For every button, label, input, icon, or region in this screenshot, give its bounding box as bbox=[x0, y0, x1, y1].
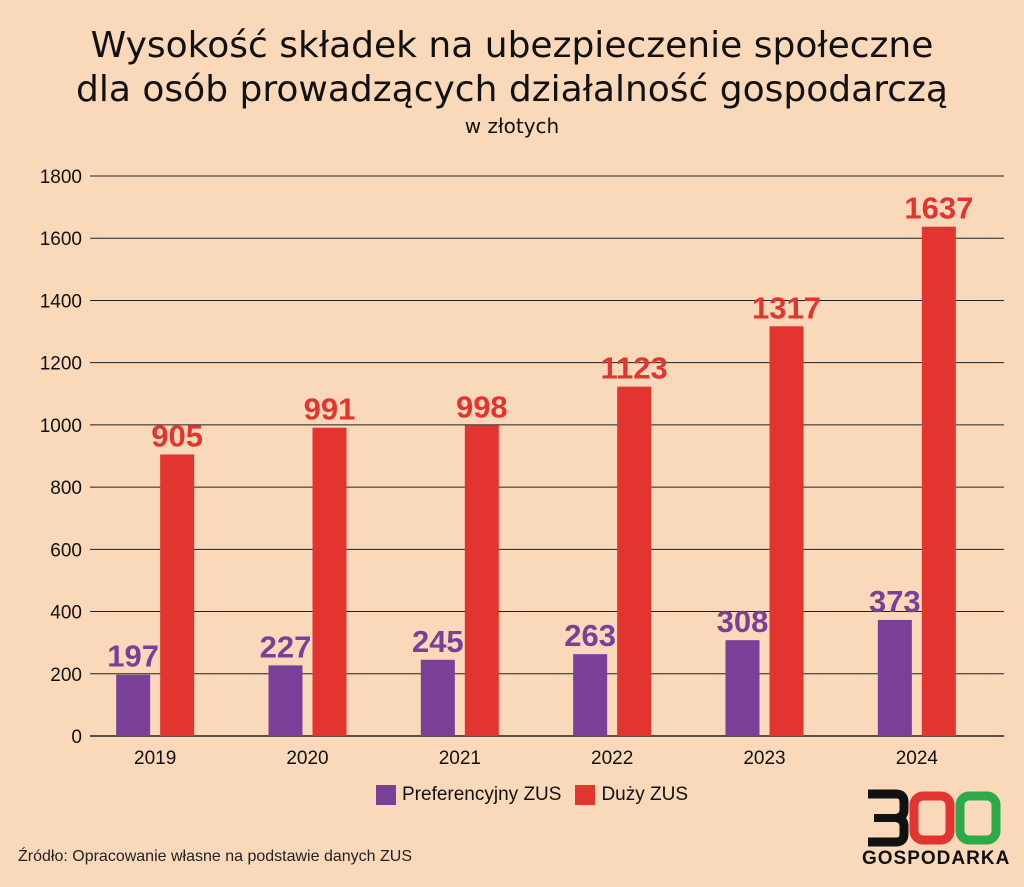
x-tick-label-2023: 2023 bbox=[743, 748, 785, 769]
y-tick-label-200: 200 bbox=[50, 665, 82, 686]
y-tick-label-1000: 1000 bbox=[40, 416, 82, 437]
bar-preferencyjny-2022 bbox=[573, 654, 608, 736]
bar-duzy-2021 bbox=[464, 425, 499, 736]
x-tick-label-2020: 2020 bbox=[286, 748, 328, 769]
y-tick-label-0: 0 bbox=[71, 727, 82, 748]
data-label-preferencyjny-2021: 245 bbox=[412, 624, 464, 659]
legend-label-duzy: Duży ZUS bbox=[601, 784, 689, 805]
logo-text: GOSPODARKA bbox=[862, 848, 1011, 869]
chart-title-line1: Wysokość składek na ubezpieczenie społec… bbox=[90, 25, 934, 66]
chart-subtitle: w złotych bbox=[464, 114, 560, 138]
data-label-duzy-2020: 991 bbox=[304, 392, 356, 427]
y-tick-label-1800: 1800 bbox=[40, 167, 82, 188]
legend-swatch-duzy bbox=[575, 785, 596, 805]
chart-title: Wysokość składek na ubezpieczenie społec… bbox=[0, 24, 1024, 112]
bar-duzy-2019 bbox=[160, 454, 195, 736]
legend-item-preferencyjny: Preferencyjny ZUS bbox=[376, 784, 561, 806]
x-tick-label-2019: 2019 bbox=[134, 748, 176, 769]
bar-preferencyjny-2023 bbox=[725, 640, 760, 736]
data-label-duzy-2023: 1317 bbox=[752, 290, 821, 325]
data-label-duzy-2024: 1637 bbox=[904, 191, 973, 226]
y-tick-label-1400: 1400 bbox=[40, 291, 82, 312]
data-label-preferencyjny-2019: 197 bbox=[107, 639, 159, 674]
data-label-preferencyjny-2022: 263 bbox=[564, 618, 616, 653]
bar-duzy-2022 bbox=[617, 386, 652, 736]
x-tick-label-2021: 2021 bbox=[439, 748, 481, 769]
data-label-preferencyjny-2024: 373 bbox=[869, 584, 921, 619]
x-tick-label-2022: 2022 bbox=[591, 748, 633, 769]
legend: Preferencyjny ZUS Duży ZUS bbox=[376, 782, 688, 808]
logo-300-gospodarka: GOSPODARKA bbox=[862, 788, 1011, 872]
data-label-duzy-2019: 905 bbox=[151, 418, 203, 453]
legend-item-duzy: Duży ZUS bbox=[575, 784, 688, 806]
bar-preferencyjny-2020 bbox=[268, 665, 303, 736]
bar-duzy-2023 bbox=[769, 326, 804, 736]
y-tick-label-1600: 1600 bbox=[40, 229, 82, 250]
chart-title-line2: dla osób prowadzących działalność gospod… bbox=[76, 69, 948, 110]
bar-preferencyjny-2021 bbox=[420, 659, 455, 736]
bar-preferencyjny-2019 bbox=[116, 674, 151, 736]
legend-swatch-preferencyjny bbox=[376, 785, 396, 805]
source-note: Źródło: Opracowanie własne na podstawie … bbox=[18, 848, 412, 865]
bar-preferencyjny-2024 bbox=[877, 619, 912, 736]
legend-label-preferencyjny: Preferencyjny ZUS bbox=[402, 784, 562, 805]
data-label-preferencyjny-2023: 308 bbox=[717, 604, 769, 639]
y-tick-label-600: 600 bbox=[50, 540, 82, 561]
data-label-duzy-2022: 1123 bbox=[601, 351, 668, 386]
logo-300-mark bbox=[868, 789, 1001, 847]
x-tick-label-2024: 2024 bbox=[896, 748, 939, 769]
y-tick-label-800: 800 bbox=[50, 478, 82, 499]
data-label-duzy-2021: 998 bbox=[456, 390, 508, 425]
bar-duzy-2020 bbox=[312, 427, 347, 736]
y-tick-label-400: 400 bbox=[50, 603, 82, 624]
data-label-preferencyjny-2020: 227 bbox=[260, 629, 312, 664]
bar-duzy-2024 bbox=[921, 226, 956, 736]
y-tick-label-1200: 1200 bbox=[40, 354, 82, 375]
